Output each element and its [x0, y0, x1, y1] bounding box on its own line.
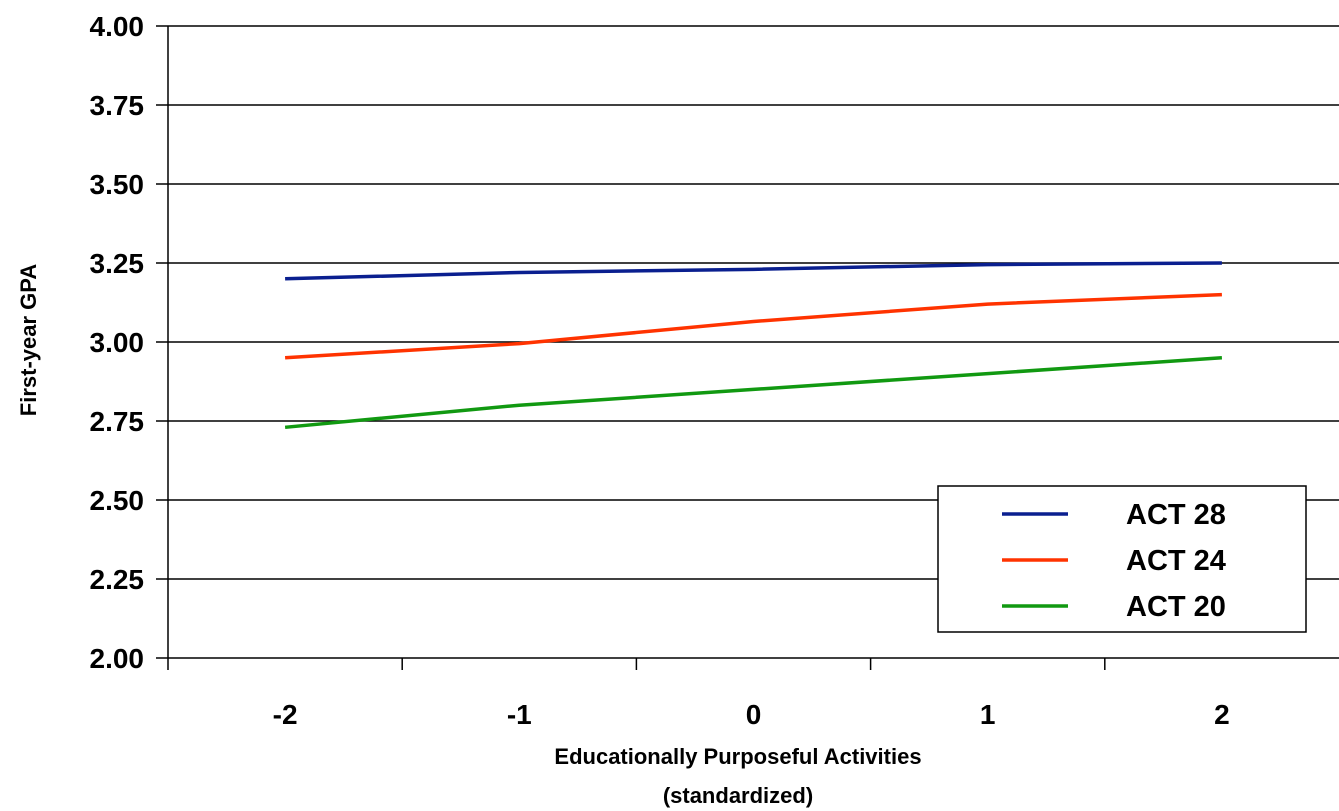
series-line-act-24 [284, 292, 1222, 360]
legend-label: ACT 28 [1126, 499, 1226, 531]
x-tick-label: -1 [507, 699, 532, 730]
legend: ACT 28 ACT 24 ACT 20 [937, 485, 1307, 633]
y-axis-ticks: 2.00 2.25 2.50 2.75 3.00 3.25 3.50 3.75 4.00 [90, 11, 168, 674]
y-tick-label: 2.25 [90, 564, 145, 595]
y-tick-label: 3.50 [90, 169, 145, 200]
legend-label: ACT 20 [1126, 591, 1226, 623]
y-tick-label: 2.50 [90, 485, 145, 516]
x-tick-label: -2 [273, 699, 298, 730]
x-axis-title-line1: Educationally Purposeful Activities [554, 744, 921, 769]
y-tick-label: 3.25 [90, 248, 145, 279]
series-line-act-28 [285, 261, 1222, 281]
y-tick-label: 2.75 [90, 406, 145, 437]
series-lines [284, 261, 1223, 430]
x-tick-label: 1 [980, 699, 996, 730]
y-tick-label: 4.00 [90, 11, 145, 42]
y-tick-label: 3.00 [90, 327, 145, 358]
legend-label: ACT 24 [1126, 545, 1226, 577]
y-tick-label: 3.75 [90, 90, 145, 121]
y-tick-label: 2.00 [90, 643, 145, 674]
legend-box [937, 485, 1307, 633]
series-line-act-20 [284, 356, 1223, 430]
y-axis-title: First-year GPA [16, 264, 41, 417]
x-tick-label: 0 [746, 699, 762, 730]
x-axis-ticks: -2 -1 0 1 2 [167, 658, 1230, 730]
x-tick-label: 2 [1214, 699, 1230, 730]
x-axis-title-line2: (standardized) [663, 783, 813, 808]
